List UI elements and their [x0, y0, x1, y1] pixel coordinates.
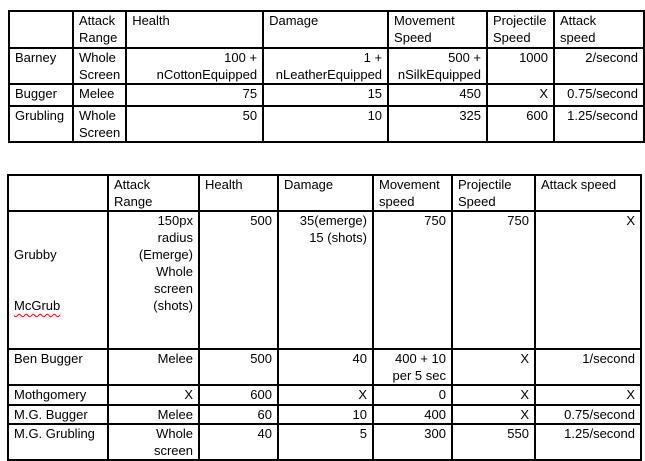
attack-range-cell: Whole Screen [71, 47, 128, 85]
damage-cell: 10 [277, 404, 374, 425]
column-header-blank [8, 10, 74, 49]
movement-speed-cell: 0 [372, 384, 453, 406]
table-row: M.G. Grubling Whole screen 40 5 300 550 … [7, 423, 642, 461]
column-header-damage: Damage [262, 10, 390, 49]
projectile-speed-cell: 1000 [486, 47, 555, 85]
attack-range-cell: X [107, 384, 200, 406]
damage-cell: 5 [277, 423, 374, 461]
boss-enemies-table: Attack Range Health Damage Movement spee… [7, 174, 642, 461]
attack-speed-cell: 1.25/second [534, 423, 642, 461]
table-row: Mothgomery X 600 X 0 X X [7, 384, 642, 406]
attack-range-cell: Melee [107, 404, 200, 425]
health-cell: 500 [198, 210, 279, 350]
attack-range-cell: Melee [107, 348, 200, 386]
table-row: Bugger Melee 75 15 450 X 0.75/second [8, 83, 645, 107]
movement-speed-cell: 500 + nSilkEquipped [387, 47, 489, 85]
row-name-cell: Ben Bugger [7, 348, 109, 386]
attack-speed-cell: 0.75/second [553, 83, 645, 107]
attack-speed-cell: 1.25/second [553, 105, 645, 143]
column-header-attack-range: Attack Range [107, 174, 200, 212]
column-header-damage: Damage [277, 174, 374, 212]
attack-speed-cell: X [534, 384, 642, 406]
attack-speed-cell: 0.75/second [534, 404, 642, 425]
projectile-speed-cell: 550 [451, 423, 536, 461]
damage-cell: 1 + nLeatherEquipped [262, 47, 390, 85]
column-header-health: Health [125, 10, 265, 49]
projectile-speed-cell: X [451, 384, 536, 406]
column-header-movement-speed: Movement Speed [387, 10, 489, 49]
table-row: M.G. Bugger Melee 60 10 400 X 0.75/secon… [7, 404, 642, 425]
column-header-health: Health [198, 174, 279, 212]
projectile-speed-cell: X [451, 404, 536, 425]
health-cell: 75 [125, 83, 265, 107]
column-header-attack-speed: Attack speed [534, 174, 642, 212]
table-row: Grubby McGrub 150px radius (Emerge) Whol… [7, 210, 642, 350]
projectile-speed-cell: X [486, 83, 555, 107]
health-cell: 600 [198, 384, 279, 406]
damage-cell: 10 [262, 105, 390, 143]
column-header-projectile-speed: Projectile Speed [486, 10, 555, 49]
projectile-speed-cell: 750 [451, 210, 536, 350]
misspelled-word: McGrub [14, 298, 61, 313]
movement-speed-cell: 750 [372, 210, 453, 350]
health-cell: 40 [198, 423, 279, 461]
attack-speed-cell: 1/second [534, 348, 642, 386]
column-header-movement-speed: Movement speed [372, 174, 453, 212]
row-name-cell: M.G. Grubling [7, 423, 109, 461]
column-header-projectile-speed: Projectile Speed [451, 174, 536, 212]
movement-speed-cell: 450 [387, 83, 489, 107]
health-cell: 50 [125, 105, 265, 143]
table-header-row: Attack Range Health Damage Movement spee… [7, 174, 642, 212]
health-cell: 60 [198, 404, 279, 425]
column-header-blank [7, 174, 109, 212]
enemy-name-text: Grubby [14, 247, 57, 262]
projectile-speed-cell: 600 [486, 105, 555, 143]
row-name-cell: Grubby McGrub [7, 210, 109, 350]
movement-speed-cell: 400 + 10 per 5 sec [372, 348, 453, 386]
document-page: Attack Range Health Damage Movement Spee… [7, 10, 645, 461]
movement-speed-cell: 300 [372, 423, 453, 461]
basic-enemies-table: Attack Range Health Damage Movement Spee… [8, 10, 645, 143]
row-name-cell: Barney [8, 47, 74, 85]
row-name-cell: Mothgomery [7, 384, 109, 406]
damage-cell: X [277, 384, 374, 406]
movement-speed-cell: 400 [372, 404, 453, 425]
table-row: Ben Bugger Melee 500 40 400 + 10 per 5 s… [7, 348, 642, 386]
movement-speed-cell: 325 [387, 105, 489, 143]
table-row: Barney Whole Screen 100 + nCottonEquippe… [8, 47, 645, 85]
damage-cell: 35(emerge) 15 (shots) [277, 210, 374, 350]
column-header-attack-range: Attack Range [71, 10, 128, 49]
damage-cell: 40 [277, 348, 374, 386]
attack-range-cell: Whole Screen [71, 105, 128, 143]
table-header-row: Attack Range Health Damage Movement Spee… [8, 10, 645, 49]
column-header-attack-speed: Attack speed [553, 10, 645, 49]
table-row: Grubling Whole Screen 50 10 325 600 1.25… [8, 105, 645, 143]
attack-speed-cell: 2/second [553, 47, 645, 85]
attack-range-cell: Whole screen [107, 423, 200, 461]
attack-speed-cell: X [534, 210, 642, 350]
row-name-cell: Bugger [8, 83, 74, 107]
attack-range-cell: Melee [71, 83, 128, 107]
damage-cell: 15 [262, 83, 390, 107]
row-name-cell: M.G. Bugger [7, 404, 109, 425]
attack-range-cell: 150px radius (Emerge) Whole screen (shot… [107, 210, 200, 350]
health-cell: 100 + nCottonEquipped [125, 47, 265, 85]
projectile-speed-cell: X [451, 348, 536, 386]
health-cell: 500 [198, 348, 279, 386]
row-name-cell: Grubling [8, 105, 74, 143]
